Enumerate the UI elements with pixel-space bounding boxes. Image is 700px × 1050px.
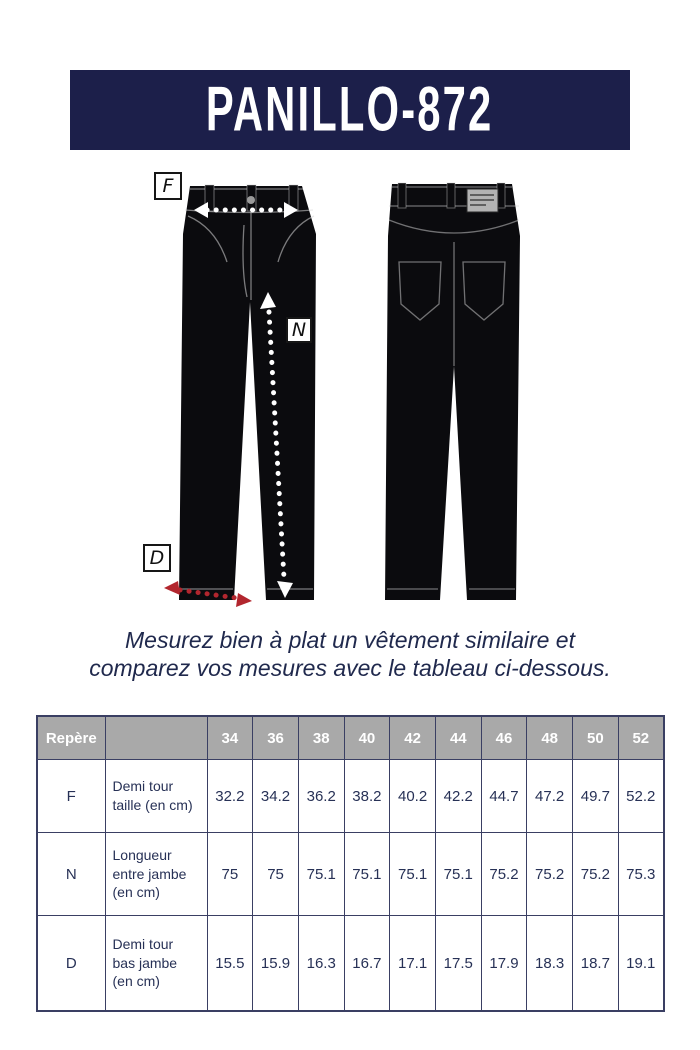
measure-description-cell: Demi tour taille (en cm) [104,759,208,833]
size-chart-table: Repère 34 36 38 40 42 44 46 48 50 52 F D… [36,715,665,1012]
size-value-cell: 75.1 [343,832,391,916]
size-value-cell: 32.2 [206,759,254,833]
inseam-label-box: N [286,317,312,343]
size-header-cell: 48 [526,715,573,760]
size-header-cell: 40 [343,715,391,760]
jeans-front-illustration [179,184,316,600]
instruction-line-1: Mesurez bien à plat un vêtement similair… [125,627,575,653]
product-title-banner: PANILLO-872 [70,70,630,150]
jeans-back-illustration [385,182,520,600]
instruction-line-2: comparez vos mesures avec le tableau ci-… [89,655,611,682]
size-value-cell: 15.9 [252,915,299,1012]
size-value-cell: 18.3 [526,915,573,1012]
inseam-measure-arrow [260,292,293,598]
size-value-cell: 49.7 [572,759,619,833]
size-value-cell: 75.2 [526,832,573,916]
measure-code-cell: N [36,832,106,916]
size-header-cell: 38 [297,715,345,760]
size-value-cell: 15.5 [206,915,254,1012]
size-value-cell: 34.2 [252,759,299,833]
table-row-waist: F Demi tour taille (en cm) 32.2 34.2 36.… [36,759,665,833]
size-value-cell: 17.9 [480,915,528,1012]
size-value-cell: 16.7 [343,915,391,1012]
size-value-cell: 75.2 [572,832,619,916]
measure-description-cell: Longueur entre jambe (en cm) [104,832,208,916]
measure-code-cell: F [36,759,106,833]
jeans-measurement-figure [164,182,520,607]
size-value-cell: 38.2 [343,759,391,833]
size-value-cell: 75.1 [297,832,345,916]
size-value-cell: 17.1 [389,915,436,1012]
size-value-cell: 75 [206,832,254,916]
size-value-cell: 75.1 [389,832,436,916]
measure-code-cell: D [36,915,106,1012]
waist-measure-arrow [194,202,298,218]
size-value-cell: 75.3 [617,832,665,916]
product-title: PANILLO-872 [206,74,494,145]
repere-header-cell: Repère [36,715,106,760]
brand-patch [466,188,499,213]
size-header-cell: 34 [206,715,254,760]
size-value-cell: 75.2 [480,832,528,916]
description-header-cell [104,715,208,760]
size-header-cell: 46 [480,715,528,760]
size-header-row: Repère 34 36 38 40 42 44 46 48 50 52 [36,715,665,760]
size-header-cell: 42 [389,715,436,760]
size-value-cell: 40.2 [389,759,436,833]
size-value-cell: 36.2 [297,759,345,833]
size-header-cell: 50 [572,715,619,760]
size-value-cell: 17.5 [434,915,482,1012]
size-value-cell: 19.1 [617,915,665,1012]
size-header-cell: 44 [434,715,482,760]
size-value-cell: 16.3 [297,915,345,1012]
measure-description-cell: Demi tour bas jambe (en cm) [104,915,208,1012]
size-header-cell: 52 [617,715,665,760]
size-value-cell: 47.2 [526,759,573,833]
size-value-cell: 18.7 [572,915,619,1012]
size-value-cell: 52.2 [617,759,665,833]
size-value-cell: 44.7 [480,759,528,833]
jeans-button [247,196,255,204]
size-value-cell: 75.1 [434,832,482,916]
hem-measure-arrow [164,581,252,607]
measuring-instruction: Mesurez bien à plat un vêtement similair… [50,626,650,682]
table-row-inseam: N Longueur entre jambe (en cm) 75 75 75.… [36,832,665,916]
size-value-cell: 42.2 [434,759,482,833]
hem-label-box: D [143,544,171,572]
table-row-hem: D Demi tour bas jambe (en cm) 15.5 15.9 … [36,915,665,1012]
size-value-cell: 75 [252,832,299,916]
waist-label-box: F [154,172,182,200]
size-header-cell: 36 [252,715,299,760]
